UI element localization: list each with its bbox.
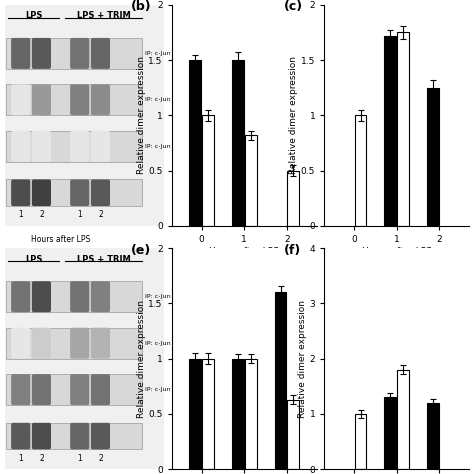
- FancyBboxPatch shape: [70, 84, 89, 115]
- Y-axis label: Relative dimer expression: Relative dimer expression: [298, 300, 307, 418]
- FancyBboxPatch shape: [91, 131, 110, 162]
- Bar: [202, 115, 214, 226]
- FancyBboxPatch shape: [11, 84, 30, 115]
- Bar: [384, 397, 396, 469]
- FancyBboxPatch shape: [91, 281, 110, 312]
- Bar: [355, 414, 366, 469]
- FancyBboxPatch shape: [11, 423, 30, 449]
- FancyBboxPatch shape: [6, 131, 142, 162]
- Text: 2: 2: [39, 454, 44, 463]
- FancyBboxPatch shape: [70, 131, 89, 162]
- FancyBboxPatch shape: [11, 38, 30, 69]
- Bar: [384, 36, 396, 226]
- Y-axis label: Relative dimer expression: Relative dimer expression: [137, 300, 146, 418]
- FancyBboxPatch shape: [6, 281, 142, 312]
- Text: (e): (e): [131, 244, 151, 256]
- FancyBboxPatch shape: [32, 84, 51, 115]
- FancyBboxPatch shape: [32, 180, 51, 206]
- FancyBboxPatch shape: [32, 374, 51, 405]
- FancyBboxPatch shape: [6, 84, 142, 115]
- FancyBboxPatch shape: [70, 38, 89, 69]
- FancyBboxPatch shape: [32, 281, 51, 312]
- Y-axis label: Relative dimer expression: Relative dimer expression: [289, 56, 298, 174]
- FancyBboxPatch shape: [11, 374, 30, 405]
- FancyBboxPatch shape: [70, 281, 89, 312]
- Bar: [397, 32, 409, 226]
- FancyBboxPatch shape: [70, 374, 89, 405]
- FancyBboxPatch shape: [91, 180, 110, 206]
- FancyBboxPatch shape: [70, 180, 89, 206]
- FancyBboxPatch shape: [6, 328, 142, 359]
- FancyBboxPatch shape: [5, 5, 164, 226]
- FancyBboxPatch shape: [91, 328, 110, 359]
- FancyBboxPatch shape: [32, 328, 51, 359]
- FancyBboxPatch shape: [70, 328, 89, 359]
- Text: 1: 1: [18, 210, 23, 219]
- Text: Hours after LPS: Hours after LPS: [31, 235, 90, 244]
- Text: 2: 2: [98, 210, 103, 219]
- FancyBboxPatch shape: [32, 38, 51, 69]
- Bar: [274, 292, 286, 469]
- FancyBboxPatch shape: [6, 180, 142, 206]
- Text: LPS: LPS: [25, 255, 42, 264]
- FancyBboxPatch shape: [70, 423, 89, 449]
- FancyBboxPatch shape: [32, 423, 51, 449]
- Bar: [189, 60, 201, 226]
- FancyBboxPatch shape: [11, 281, 30, 312]
- FancyBboxPatch shape: [91, 84, 110, 115]
- Bar: [189, 359, 201, 469]
- X-axis label: Hours after LPS: Hours after LPS: [210, 247, 279, 256]
- Text: 1: 1: [18, 454, 23, 463]
- FancyBboxPatch shape: [11, 180, 30, 206]
- FancyBboxPatch shape: [32, 131, 51, 162]
- FancyBboxPatch shape: [91, 38, 110, 69]
- Y-axis label: Relative dimer expression: Relative dimer expression: [137, 56, 146, 174]
- Bar: [287, 400, 299, 469]
- Text: (b): (b): [131, 0, 152, 13]
- Bar: [427, 88, 439, 226]
- FancyBboxPatch shape: [6, 374, 142, 405]
- Text: LPS + TRIM: LPS + TRIM: [77, 11, 130, 20]
- X-axis label: Hours after LPS: Hours after LPS: [362, 247, 432, 256]
- Text: 1: 1: [77, 454, 82, 463]
- Bar: [232, 359, 244, 469]
- Text: IP: c-Jun: IP: c-Jun: [145, 341, 171, 346]
- Bar: [355, 115, 366, 226]
- FancyBboxPatch shape: [91, 374, 110, 405]
- Text: 1: 1: [77, 210, 82, 219]
- Bar: [232, 60, 244, 226]
- Text: LPS: LPS: [25, 11, 42, 20]
- Text: 2: 2: [39, 210, 44, 219]
- Bar: [245, 135, 256, 226]
- Bar: [202, 359, 214, 469]
- Text: IP: c-Jun: IP: c-Jun: [145, 51, 171, 56]
- Text: IP: c-Jun: IP: c-Jun: [145, 97, 171, 102]
- Text: IP: c-Jun: IP: c-Jun: [145, 387, 171, 392]
- FancyBboxPatch shape: [6, 38, 142, 69]
- Bar: [397, 370, 409, 469]
- Text: LPS + TRIM: LPS + TRIM: [77, 255, 130, 264]
- Bar: [427, 403, 439, 469]
- FancyBboxPatch shape: [6, 423, 142, 449]
- FancyBboxPatch shape: [91, 423, 110, 449]
- FancyBboxPatch shape: [11, 131, 30, 162]
- FancyBboxPatch shape: [11, 328, 30, 359]
- Text: IP: c-Jun: IP: c-Jun: [145, 294, 171, 299]
- Text: IP: c-Jun: IP: c-Jun: [145, 144, 171, 149]
- Text: (c): (c): [283, 0, 303, 13]
- Text: (f): (f): [283, 244, 301, 256]
- Bar: [245, 359, 256, 469]
- Bar: [287, 171, 299, 226]
- Text: 2: 2: [98, 454, 103, 463]
- FancyBboxPatch shape: [5, 248, 164, 469]
